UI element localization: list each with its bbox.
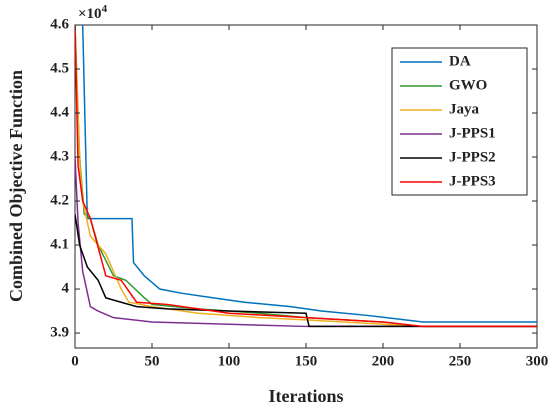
- legend-box: [391, 47, 528, 196]
- legend-label: Jaya: [449, 101, 480, 117]
- x-tick-label: 150: [295, 353, 318, 369]
- legend-label: GWO: [449, 77, 487, 93]
- x-tick-label: 50: [145, 353, 160, 369]
- x-tick-label: 250: [449, 353, 472, 369]
- legend-label: J-PPS2: [449, 149, 496, 165]
- y-tick-label: 4.1: [50, 236, 69, 252]
- y-tick-label: 3.9: [50, 324, 69, 340]
- multiplier-exponent: 4: [102, 3, 108, 15]
- series-line: [75, 25, 537, 328]
- legend-label: J-PPS1: [449, 125, 496, 141]
- legend-label: DA: [449, 53, 471, 69]
- series-line: [81, 25, 537, 323]
- y-axis-label: Combined Objective Function: [6, 70, 26, 302]
- y-multiplier: ×104: [78, 3, 108, 23]
- lines: [75, 25, 537, 328]
- x-tick-label: 100: [218, 353, 241, 369]
- y-tick-label: 4.2: [50, 192, 69, 208]
- x-tick-label: 0: [71, 353, 79, 369]
- x-axis-label: Iterations: [269, 386, 344, 406]
- y-tick-label: 4.4: [50, 104, 69, 120]
- y-tick-label: 4.3: [50, 148, 69, 164]
- legend-label: J-PPS3: [449, 173, 496, 189]
- y-tick-label: 4.5: [50, 60, 69, 76]
- multiplier-base: ×10: [78, 6, 102, 22]
- y-tick-label: 4.6: [50, 16, 69, 32]
- x-tick-label: 200: [372, 353, 395, 369]
- y-tick-label: 4: [62, 280, 70, 296]
- series-line: [75, 25, 537, 328]
- x-tick-label: 300: [526, 353, 549, 369]
